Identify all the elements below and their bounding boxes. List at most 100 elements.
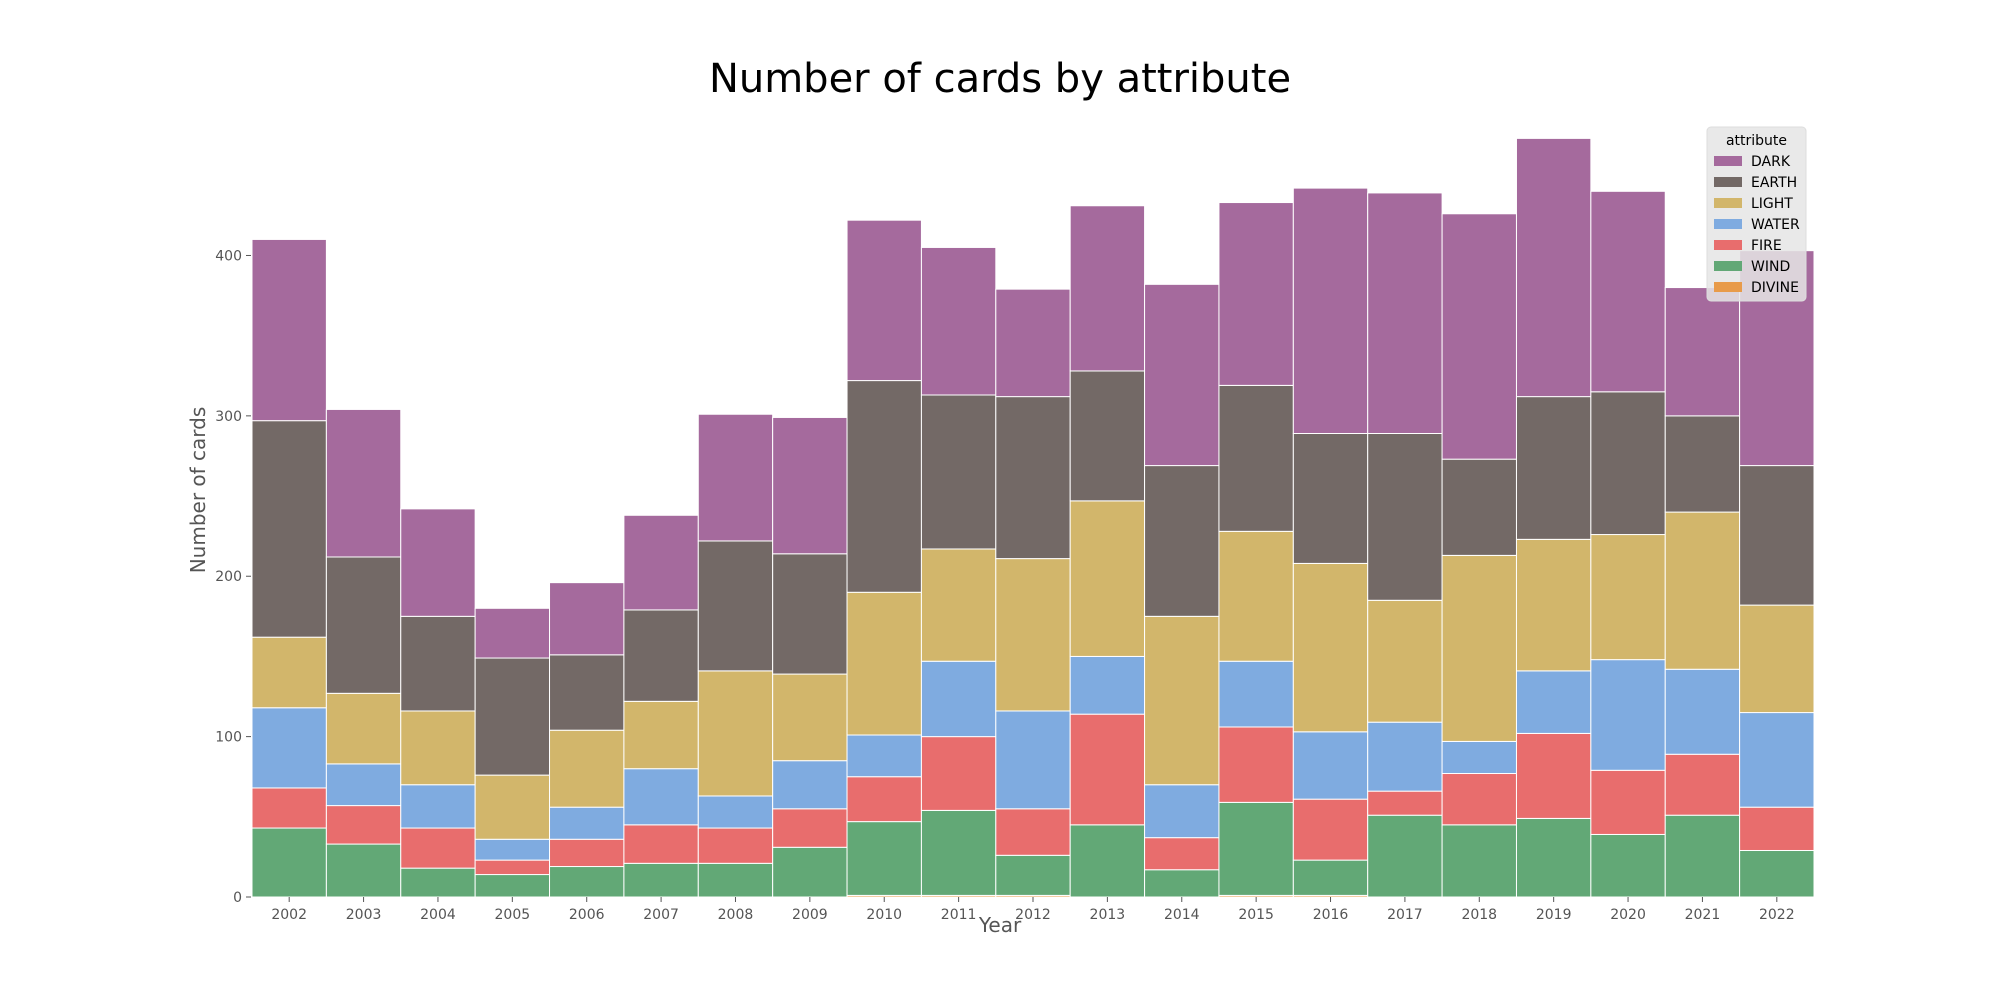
y-tick-label: 400 — [215, 248, 242, 264]
bar-segment-wind-2022 — [1739, 849, 1815, 898]
bar-segment-wind-2011 — [920, 809, 997, 896]
bar-segment-dark-2018 — [1441, 213, 1517, 460]
bar-segment-dark-2013 — [1069, 205, 1146, 372]
bar-segment-dark-2011 — [920, 246, 997, 396]
bar-segment-wind-2004 — [400, 867, 476, 898]
bar-segment-light-2014 — [1144, 615, 1220, 786]
legend-swatch-earth — [1714, 177, 1742, 187]
x-tick-label: 2008 — [718, 907, 754, 923]
legend-label-fire: FIRE — [1751, 238, 1782, 254]
bar-segment-wind-2021 — [1664, 814, 1741, 898]
x-tick-label: 2002 — [271, 907, 307, 923]
bar-segment-fire-2006 — [549, 838, 625, 868]
bar-segment-earth-2005 — [474, 657, 551, 776]
x-tick-label: 2012 — [1015, 907, 1051, 923]
x-tick-label: 2018 — [1461, 907, 1497, 923]
bar-segment-earth-2021 — [1664, 415, 1741, 513]
bar-segment-earth-2016 — [1292, 432, 1369, 564]
legend-swatch-water — [1714, 219, 1742, 229]
bar-segment-fire-2014 — [1144, 837, 1220, 871]
bar-segment-light-2002 — [251, 636, 327, 709]
bar-segment-wind-2009 — [772, 846, 848, 898]
bar-segment-wind-2016 — [1292, 859, 1369, 896]
bar-segment-wind-2014 — [1144, 869, 1220, 898]
bar-segment-fire-2010 — [846, 776, 922, 823]
bar-segment-fire-2021 — [1664, 753, 1741, 816]
bar-segment-dark-2002 — [251, 238, 327, 422]
bar-segment-earth-2006 — [549, 654, 625, 731]
legend-swatch-fire — [1714, 240, 1742, 250]
bar-segment-dark-2004 — [400, 508, 476, 617]
bar-segment-water-2015 — [1218, 660, 1294, 728]
bar-segment-water-2021 — [1664, 668, 1741, 755]
x-tick-label: 2005 — [495, 907, 531, 923]
y-axis-ticks: 0 100 200 300 400 — [215, 248, 251, 906]
x-tick-label: 2013 — [1090, 907, 1126, 923]
bar-segment-fire-2005 — [474, 859, 551, 876]
bar-segment-water-2011 — [920, 660, 997, 738]
y-tick-label: 300 — [215, 409, 242, 425]
x-tick-label: 2015 — [1238, 907, 1274, 923]
bar-segment-earth-2011 — [920, 394, 997, 550]
bar-segment-dark-2009 — [772, 416, 848, 555]
x-tick-label: 2014 — [1164, 907, 1200, 923]
legend-label-wind: WIND — [1751, 259, 1790, 275]
y-axis-title: Number of cards — [186, 407, 210, 574]
x-tick-label: 2020 — [1610, 907, 1646, 923]
x-tick-label: 2010 — [866, 907, 902, 923]
x-axis-ticks: 2002 2003 2004 2005 2006 2007 2008 2009 2010 2011… — [271, 897, 1795, 923]
legend-swatch-dark — [1714, 156, 1742, 166]
legend-label-light: LIGHT — [1751, 196, 1793, 212]
bar-segment-water-2003 — [325, 763, 402, 807]
bar-segment-water-2002 — [251, 707, 327, 789]
bar-segment-dark-2016 — [1292, 187, 1369, 434]
bar-segment-light-2020 — [1590, 534, 1666, 661]
legend-swatch-divine — [1714, 282, 1742, 292]
bar-segment-water-2014 — [1144, 784, 1220, 839]
bar-segment-dark-2017 — [1367, 192, 1443, 434]
y-tick-label: 0 — [233, 890, 242, 906]
bar-segment-water-2020 — [1590, 659, 1666, 771]
bar-segment-light-2005 — [474, 774, 551, 840]
bar-segment-light-2022 — [1739, 604, 1815, 714]
bar-segment-earth-2020 — [1590, 391, 1666, 536]
y-tick-label: 200 — [215, 569, 242, 585]
bar-segment-wind-2015 — [1218, 801, 1294, 896]
bar-segment-wind-2010 — [846, 821, 922, 896]
bar-segment-water-2019 — [1515, 670, 1592, 734]
bar-segment-light-2004 — [400, 710, 476, 786]
bar-segment-water-2022 — [1739, 712, 1815, 808]
bar-segment-fire-2012 — [995, 808, 1071, 856]
bar-segment-earth-2018 — [1441, 458, 1517, 556]
bar-segment-water-2009 — [772, 760, 848, 810]
legend: attribute DARK EARTH LIGHT WATER FIRE WIND DIVI… — [1706, 126, 1807, 302]
x-tick-label: 2017 — [1387, 907, 1423, 923]
bar-segment-light-2008 — [697, 670, 774, 797]
x-tick-label: 2022 — [1759, 907, 1795, 923]
bar-segment-light-2010 — [846, 591, 922, 736]
legend-label-divine: DIVINE — [1751, 280, 1799, 296]
bar-segment-light-2016 — [1292, 562, 1369, 733]
bar-segment-water-2008 — [697, 795, 774, 829]
x-tick-label: 2019 — [1536, 907, 1572, 923]
bar-segment-water-2012 — [995, 710, 1071, 810]
bar-segment-fire-2007 — [623, 824, 699, 864]
bar-segment-fire-2015 — [1218, 726, 1294, 803]
bar-segment-fire-2016 — [1292, 798, 1369, 861]
x-tick-label: 2004 — [420, 907, 456, 923]
bar-segment-fire-2013 — [1069, 713, 1146, 826]
bar-segment-fire-2018 — [1441, 773, 1517, 826]
bar-segment-fire-2022 — [1739, 806, 1815, 851]
bar-segment-fire-2009 — [772, 808, 848, 848]
x-tick-label: 2006 — [569, 907, 605, 923]
bar-segment-earth-2013 — [1069, 370, 1146, 502]
bar-segment-dark-2010 — [846, 219, 922, 382]
x-tick-label: 2003 — [346, 907, 382, 923]
bar-segment-earth-2002 — [251, 420, 327, 638]
bar-segment-earth-2014 — [1144, 465, 1220, 617]
legend-label-dark: DARK — [1751, 154, 1791, 170]
bar-segment-light-2019 — [1515, 538, 1592, 672]
bar-segment-fire-2011 — [920, 736, 997, 811]
bar-segment-dark-2019 — [1515, 137, 1592, 398]
